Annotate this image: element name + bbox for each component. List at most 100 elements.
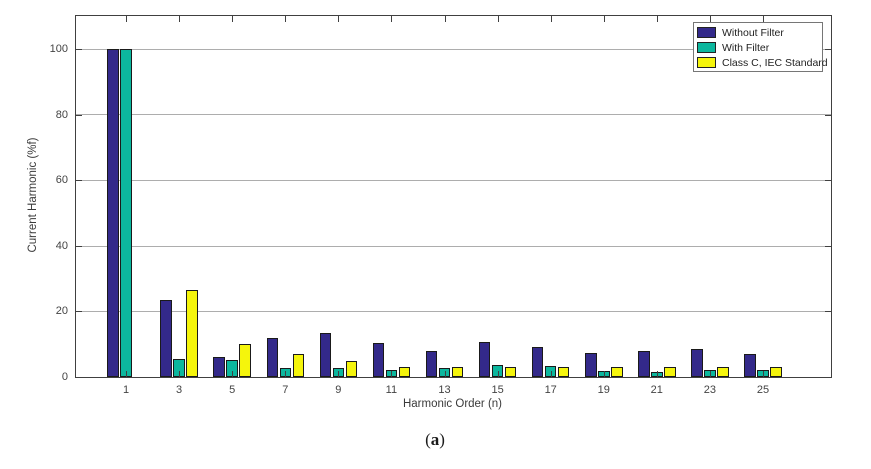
- x-tick-label-11: 11: [385, 384, 398, 396]
- x-tick-label-3: 3: [176, 384, 183, 396]
- y-tick-right-100: [825, 48, 831, 50]
- x-tick-bottom-17: [550, 371, 552, 377]
- x-axis-title: Harmonic Order (n): [402, 398, 503, 410]
- y-tick-left-100: [76, 48, 82, 50]
- bar-without-filter-n15: [478, 341, 491, 377]
- x-tick-top-11: [391, 16, 393, 22]
- x-tick-top-19: [603, 16, 605, 22]
- y-tick-right-40: [825, 245, 831, 247]
- y-axis-title: Current Harmonic (%f): [27, 137, 39, 253]
- bar-without-filter-n11: [372, 342, 385, 377]
- plot-area: 1 3 5 7 9 11 13 15 17 19 21 23 25 0 20 40 60 80 100: [50, 15, 832, 396]
- x-tick-label-23: 23: [703, 384, 717, 396]
- x-tick-bottom-5: [232, 371, 234, 377]
- legend-swatch-with-filter: [697, 42, 716, 53]
- y-tick-label-80: 80: [55, 108, 68, 121]
- legend-label-with-filter: With Filter: [722, 41, 770, 54]
- x-tick-bottom-15: [497, 371, 499, 377]
- bar-without-filter-n5: [213, 357, 225, 377]
- x-tick-top-9: [338, 16, 340, 22]
- y-tick-label-20: 20: [55, 305, 68, 318]
- gridline-y100: [76, 48, 831, 50]
- x-tick-top-13: [444, 16, 446, 22]
- y-tick-left-20: [76, 311, 82, 313]
- bar-class-c-iec-standard-n23: [717, 367, 729, 377]
- bar-class-c-iec-standard-n5: [239, 344, 251, 377]
- x-tick-bottom-3: [179, 371, 181, 377]
- bar-with-filter-n3: [173, 358, 185, 377]
- bar-class-c-iec-standard-n17: [557, 367, 570, 377]
- bar-without-filter-n9: [319, 332, 332, 377]
- x-tick-label-21: 21: [650, 384, 663, 396]
- x-tick-top-17: [550, 16, 552, 22]
- gridline-y60: [76, 180, 831, 182]
- bar-class-c-iec-standard-n3: [186, 290, 198, 377]
- x-tick-label-1: 1: [122, 384, 130, 396]
- legend: Without Filter With Filter Class C, IEC …: [693, 22, 828, 72]
- x-tick-bottom-19: [603, 371, 605, 377]
- bar-class-c-iec-standard-n13: [451, 367, 464, 377]
- x-tick-top-25: [763, 16, 764, 22]
- legend-label-without-filter: Without Filter: [722, 26, 784, 39]
- bar-with-filter-n7: [279, 367, 291, 377]
- legend-swatch-class-c: [697, 57, 716, 68]
- y-tick-label-100: 100: [49, 42, 68, 55]
- gridline-y40: [76, 245, 831, 247]
- bar-with-filter-n19: [598, 371, 610, 377]
- bar-with-filter-n5: [226, 359, 238, 377]
- bar-class-c-iec-standard-n15: [504, 367, 517, 377]
- y-tick-right-0: [825, 377, 831, 378]
- y-tick-left-80: [76, 114, 82, 116]
- bar-without-filter-n23: [691, 349, 703, 377]
- legend-label-class-c: Class C, IEC Standard: [722, 56, 828, 69]
- figure-label-open-paren: (: [425, 430, 431, 449]
- bar-without-filter-n3: [160, 299, 172, 377]
- x-tick-label-17: 17: [544, 384, 557, 396]
- x-tick-bottom-21: [656, 371, 658, 377]
- x-tick-label-7: 7: [282, 384, 289, 396]
- x-tick-top-7: [285, 16, 287, 22]
- bar-without-filter-n19: [585, 352, 597, 377]
- bar-with-filter-n1: [120, 48, 132, 377]
- x-tick-label-15: 15: [491, 384, 504, 396]
- y-tick-left-40: [76, 245, 82, 247]
- x-tick-label-9: 9: [335, 384, 342, 396]
- x-tick-bottom-25: [763, 371, 764, 377]
- bar-class-c-iec-standard-n7: [292, 354, 304, 377]
- gridline-y80: [76, 114, 831, 116]
- y-tick-label-60: 60: [55, 174, 68, 187]
- x-tick-top-21: [656, 16, 658, 22]
- bar-without-filter-n1: [107, 48, 119, 377]
- x-tick-label-25: 25: [756, 384, 770, 396]
- figure-label-close-paren: ): [439, 430, 445, 449]
- x-tick-top-3: [179, 16, 181, 22]
- y-tick-right-80: [825, 114, 831, 116]
- bar-without-filter-n7: [266, 337, 278, 377]
- legend-row-with-filter: With Filter: [697, 40, 822, 55]
- x-tick-label-5: 5: [229, 384, 236, 396]
- y-tick-right-20: [825, 311, 831, 313]
- x-tick-label-13: 13: [438, 384, 451, 396]
- gridline-y20: [76, 311, 831, 313]
- x-tick-bottom-9: [338, 371, 340, 377]
- x-tick-bottom-1: [126, 371, 127, 377]
- figure-label: (a): [375, 430, 495, 450]
- bar-class-c-iec-standard-n9: [345, 360, 358, 377]
- legend-row-class-c: Class C, IEC Standard: [697, 55, 828, 70]
- y-tick-left-0: [76, 377, 82, 378]
- x-tick-top-5: [232, 16, 234, 22]
- legend-swatch-without-filter: [697, 27, 716, 38]
- bar-class-c-iec-standard-n21: [664, 367, 676, 377]
- bar-class-c-iec-standard-n25: [770, 367, 782, 377]
- x-tick-bottom-7: [285, 371, 287, 377]
- bar-without-filter-n17: [531, 346, 544, 377]
- x-tick-top-15: [497, 16, 499, 22]
- bar-class-c-iec-standard-n11: [398, 367, 411, 377]
- x-tick-top-23: [709, 16, 711, 22]
- x-tick-bottom-13: [444, 371, 446, 377]
- y-tick-right-60: [825, 180, 831, 182]
- x-tick-bottom-11: [391, 371, 393, 377]
- y-tick-left-60: [76, 180, 82, 182]
- bar-without-filter-n25: [744, 354, 756, 377]
